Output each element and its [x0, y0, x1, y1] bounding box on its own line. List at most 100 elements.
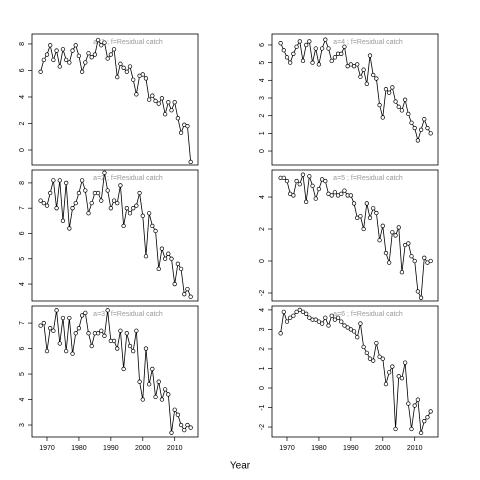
- point: [278, 331, 283, 336]
- point: [339, 319, 344, 324]
- point: [339, 191, 344, 196]
- x-tick-label: 1980: [311, 445, 327, 452]
- point: [166, 392, 171, 397]
- point: [307, 315, 312, 320]
- point: [172, 281, 177, 287]
- point: [140, 397, 145, 402]
- point: [162, 112, 168, 117]
- point: [358, 74, 363, 79]
- point: [166, 100, 171, 105]
- point: [304, 199, 309, 204]
- point: [150, 366, 155, 372]
- point: [89, 200, 94, 206]
- y-tick-label: 5: [259, 61, 266, 65]
- point: [284, 55, 290, 60]
- point: [156, 266, 161, 272]
- point: [332, 190, 338, 195]
- point: [396, 225, 401, 230]
- point: [351, 329, 357, 334]
- point: [425, 125, 430, 131]
- point: [297, 307, 302, 313]
- point: [131, 206, 136, 211]
- x-tick-label: 2000: [375, 445, 391, 452]
- point: [291, 313, 296, 318]
- point: [166, 251, 171, 256]
- point: [140, 72, 145, 77]
- point: [329, 58, 334, 64]
- point: [428, 409, 433, 414]
- point: [143, 346, 149, 351]
- point: [402, 360, 408, 365]
- point: [137, 379, 142, 384]
- point: [102, 170, 107, 175]
- point: [143, 254, 149, 259]
- point: [118, 61, 123, 66]
- point: [415, 289, 421, 294]
- point: [178, 422, 184, 428]
- point: [124, 69, 129, 74]
- point: [304, 311, 309, 316]
- point: [99, 43, 104, 48]
- point: [288, 60, 293, 65]
- point: [111, 198, 117, 203]
- point: [412, 125, 417, 131]
- point: [406, 241, 411, 246]
- point: [393, 99, 398, 104]
- point: [348, 193, 354, 198]
- point: [418, 295, 424, 300]
- point: [153, 228, 158, 234]
- point: [60, 218, 66, 223]
- point: [127, 64, 133, 69]
- point: [64, 348, 69, 354]
- point: [175, 412, 181, 417]
- point: [156, 101, 161, 106]
- point: [387, 90, 392, 95]
- point: [79, 178, 85, 183]
- y-tick-label: 4: [19, 95, 26, 99]
- point: [162, 256, 168, 261]
- y-tick-label: 2: [259, 227, 266, 231]
- point: [342, 44, 347, 49]
- point: [319, 46, 325, 51]
- point: [310, 183, 315, 188]
- y-tick-label: 4: [19, 282, 26, 286]
- point: [185, 124, 190, 129]
- point: [390, 230, 395, 235]
- point: [54, 48, 59, 53]
- y-tick-label: 2: [259, 347, 266, 351]
- point: [329, 193, 334, 198]
- point: [364, 201, 369, 206]
- point: [153, 394, 158, 400]
- point: [319, 321, 325, 326]
- point: [48, 190, 53, 196]
- point: [415, 138, 421, 143]
- point: [291, 51, 296, 56]
- point: [147, 382, 152, 387]
- point: [310, 60, 315, 65]
- point: [57, 178, 62, 183]
- point: [281, 48, 286, 53]
- point: [64, 180, 69, 186]
- point: [409, 254, 414, 259]
- point: [281, 309, 286, 315]
- point: [76, 190, 82, 196]
- point: [409, 426, 414, 432]
- y-tick-label: -2: [259, 424, 266, 430]
- point: [313, 196, 318, 201]
- y-tick-label: 0: [19, 148, 26, 152]
- point: [118, 328, 123, 333]
- point: [48, 326, 53, 331]
- point: [387, 370, 392, 375]
- point: [41, 320, 46, 326]
- point: [108, 206, 113, 211]
- point: [73, 331, 78, 336]
- point: [108, 52, 113, 57]
- panel-title: a=2 ; f=Residual catch: [93, 175, 163, 182]
- point: [137, 190, 142, 196]
- point: [172, 407, 177, 412]
- plot-frame: [31, 33, 199, 166]
- point: [342, 188, 347, 193]
- point: [73, 43, 78, 48]
- point: [83, 188, 88, 193]
